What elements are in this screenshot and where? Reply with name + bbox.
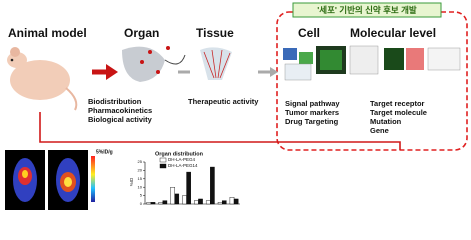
y-tick-label: 15: [138, 176, 143, 181]
stage-item: Signal pathway: [285, 99, 340, 108]
stage-title: Animal model: [8, 26, 87, 40]
bar: [221, 200, 227, 205]
colorbar-label: 5%ID/g: [96, 149, 113, 155]
y-axis-label: %ID: [129, 177, 134, 186]
bar: [146, 202, 152, 205]
stage-title: Organ: [124, 26, 159, 40]
y-tick-label: 5: [140, 193, 143, 198]
y-tick-label: 0: [140, 201, 143, 206]
stage-item: Target molecule: [370, 108, 427, 117]
stage-item: Target receptor: [370, 99, 425, 108]
chart-title: Organ distribution: [155, 151, 204, 157]
stage-title: Tissue: [196, 26, 234, 40]
stage-item: Mutation: [370, 117, 402, 126]
feedback-line: [39, 112, 401, 150]
imaging: [5, 150, 95, 210]
stage-title: Cell: [298, 26, 320, 40]
bar: [194, 200, 199, 205]
bar: [217, 202, 223, 205]
bar: [158, 202, 164, 205]
cell-panels: [283, 45, 461, 81]
bar: [162, 200, 168, 205]
stage-item: Therapeutic activity: [188, 97, 259, 106]
bar: [174, 193, 180, 205]
legend-label: DH-LA-PEG14: [168, 163, 198, 168]
bar: [229, 197, 235, 205]
y-tick-label: 20: [138, 167, 143, 172]
stage-title: Molecular level: [350, 26, 436, 40]
bar: [182, 195, 187, 205]
mouse-illustration: [7, 47, 78, 111]
arrow-head: [106, 64, 118, 80]
stage-item: Biological activity: [88, 115, 153, 124]
stage-item: Gene: [370, 126, 389, 135]
tissue-illustration: [200, 47, 232, 80]
stage-item: Tumor markers: [285, 108, 339, 117]
stage-item: Biodistribution: [88, 97, 142, 106]
banner-box: [292, 2, 442, 18]
figure: '세포' 기반의 신약 후보 개발 Animal model Organ Tis…: [5, 2, 468, 210]
bar: [186, 171, 191, 205]
arrow-head: [270, 67, 278, 77]
legend-label: DH-LA-PEG4: [168, 157, 196, 162]
stage-item: Drug Targeting: [285, 117, 339, 126]
stage-item: Pharmacokinetics: [88, 106, 152, 115]
bar: [170, 186, 175, 205]
legend-swatch: [159, 157, 167, 163]
bar: [150, 202, 156, 205]
banner: '세포' 기반의 신약 후보 개발: [317, 5, 417, 15]
legend-swatch: [159, 163, 167, 169]
bar: [210, 166, 215, 205]
y-tick-label: 10: [138, 184, 143, 189]
organ-illustration: [122, 46, 186, 82]
bar: [233, 198, 239, 205]
bar: [198, 198, 203, 205]
bar: [205, 200, 211, 205]
y-tick-label: 25: [138, 159, 143, 164]
